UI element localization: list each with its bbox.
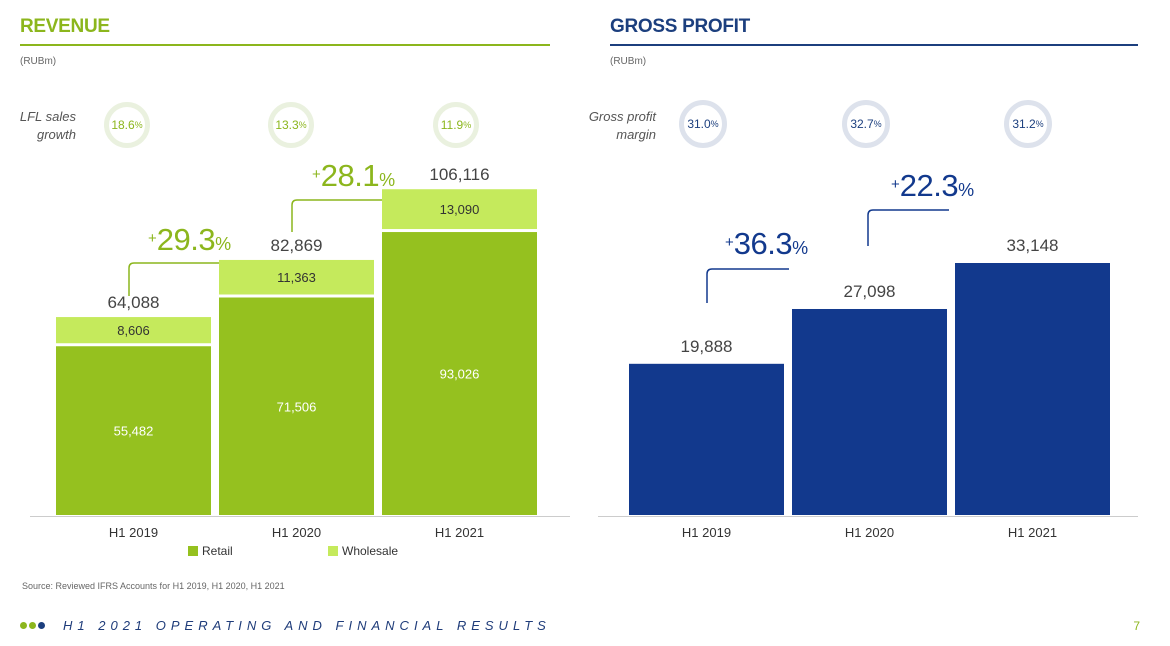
label-total-H1-2021: 106,116	[429, 165, 489, 184]
revenue-growth-2020: +29.3%	[148, 222, 232, 257]
bar-wholesale-H1-2019	[56, 317, 211, 344]
gross-profit-growth-2021: +22.3%	[891, 168, 975, 203]
gross-profit-growth-2020: +36.3%	[725, 226, 809, 261]
source-note: Source: Reviewed IFRS Accounts for H1 20…	[22, 581, 285, 591]
bar-retail-H1-2019	[56, 346, 211, 515]
label-total-H1-2020: 82,869	[271, 236, 323, 255]
revenue-growth-bracket-2020	[128, 262, 263, 296]
bar-gross-profit-H1-2019	[629, 363, 784, 515]
label-gross-profit-H1-2020: 27,098	[844, 282, 896, 301]
bar-gross-profit-H1-2020	[792, 308, 947, 515]
revenue-title: REVENUE	[20, 16, 110, 37]
legend-wholesale-label: Wholesale	[342, 544, 399, 558]
legend-wholesale: Wholesale	[328, 544, 398, 558]
revenue-tick-H1-2021: H1 2021	[435, 525, 484, 540]
label-wholesale-H1-2019: 8,606	[117, 323, 150, 338]
label-retail-H1-2021: 93,026	[440, 367, 480, 382]
lfl-ring-h1-2020: 13.3%	[268, 102, 314, 148]
gp-growth-bracket-2021	[867, 209, 949, 246]
label-total-H1-2019: 64,088	[108, 293, 160, 312]
label-retail-H1-2020: 71,506	[277, 399, 317, 414]
gp-growth-bracket-2020	[706, 268, 789, 303]
lfl-ring-h1-2019: 18.6%	[104, 102, 150, 148]
revenue-title-rule	[20, 44, 550, 46]
gross-profit-title-rule	[610, 44, 1138, 46]
gross-profit-title: GROSS PROFIT	[610, 16, 750, 37]
bar-gross-profit-H1-2021	[955, 263, 1110, 515]
gross-profit-tick-H1-2019: H1 2019	[682, 525, 731, 540]
label-gross-profit-H1-2019: 19,888	[681, 337, 733, 356]
revenue-growth-bracket-2021	[291, 199, 436, 232]
gross-profit-tick-H1-2021: H1 2021	[1008, 525, 1057, 540]
bar-wholesale-H1-2021	[382, 189, 537, 230]
revenue-tick-H1-2019: H1 2019	[109, 525, 158, 540]
lfl-ring-h1-2021: 11.9%	[433, 102, 479, 148]
lfl-sales-growth-label: LFL sales growth	[19, 109, 76, 142]
footer-dots	[20, 622, 45, 629]
margin-ring-h1-2019: 31.0%	[679, 100, 727, 148]
legend-retail-swatch	[188, 546, 198, 556]
label-gross-profit-H1-2021: 33,148	[1007, 236, 1059, 255]
gross-profit-margin-label: Gross profit margin	[588, 109, 656, 142]
margin-ring-h1-2021: 31.2%	[1004, 100, 1052, 148]
page-number: 7	[1133, 619, 1140, 633]
revenue-unit: (RUBm)	[20, 56, 57, 67]
legend-retail: Retail	[188, 544, 233, 558]
label-wholesale-H1-2020: 11,363	[277, 270, 316, 285]
revenue-tick-H1-2020: H1 2020	[272, 525, 321, 540]
revenue-growth-2021: +28.1%	[312, 158, 396, 193]
label-retail-H1-2019: 55,482	[114, 424, 154, 439]
gross-profit-unit: (RUBm)	[610, 56, 647, 67]
label-wholesale-H1-2021: 13,090	[440, 202, 480, 217]
bar-retail-H1-2020	[219, 297, 374, 515]
bar-retail-H1-2021	[382, 232, 537, 516]
bar-wholesale-H1-2020	[219, 259, 374, 295]
gross-profit-tick-H1-2020: H1 2020	[845, 525, 894, 540]
legend-wholesale-swatch	[328, 546, 338, 556]
margin-ring-h1-2020: 32.7%	[842, 100, 890, 148]
legend-retail-label: Retail	[202, 544, 233, 558]
footer-title: H1 2021 OPERATING AND FINANCIAL RESULTS	[63, 618, 551, 633]
